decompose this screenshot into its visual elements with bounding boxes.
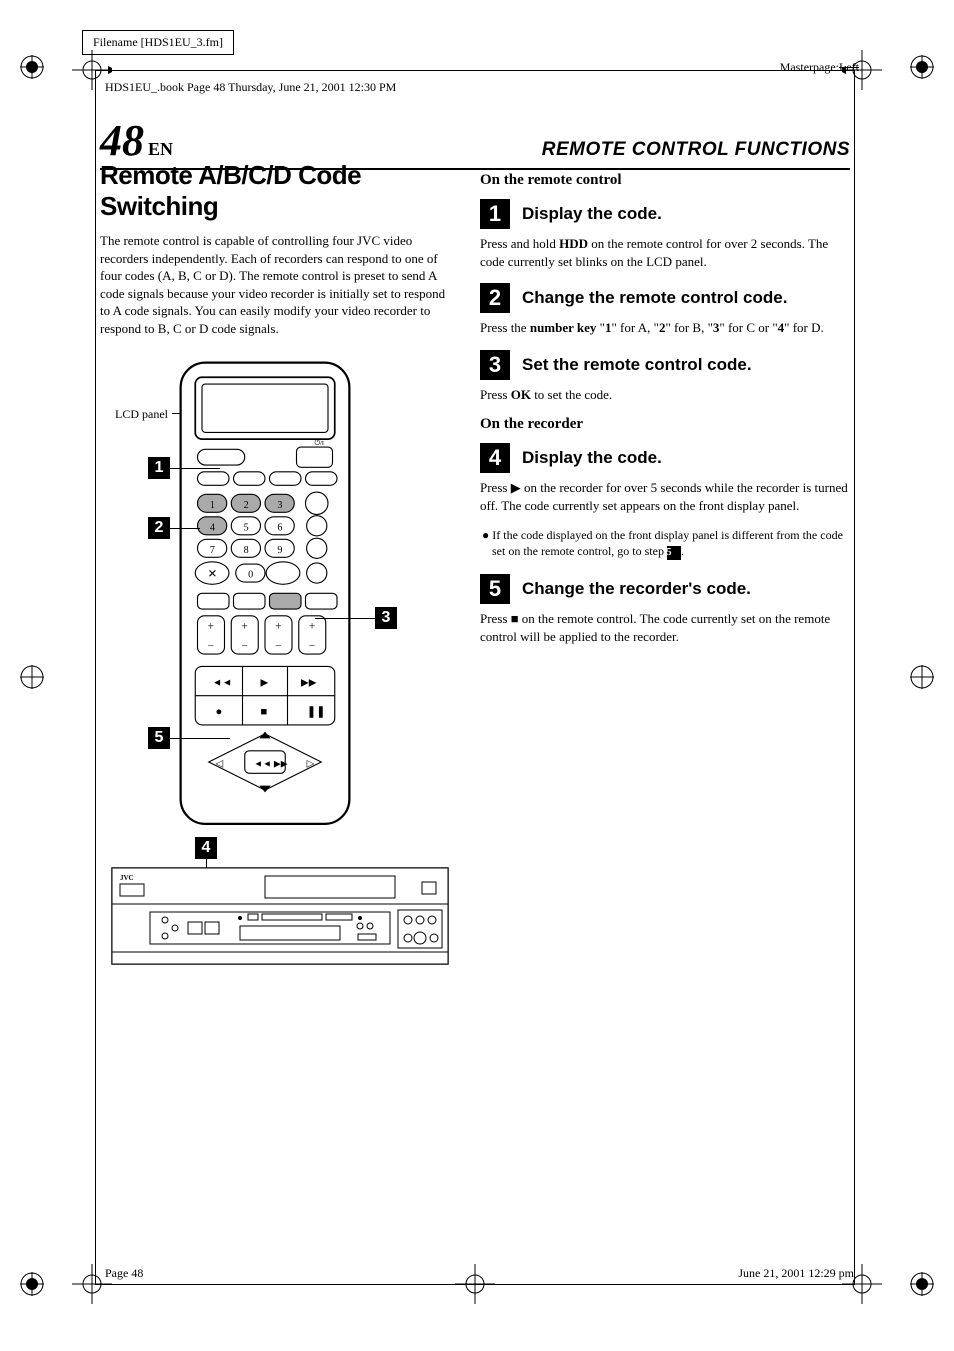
reg-mark-bl	[20, 1272, 44, 1296]
svg-text:5: 5	[244, 523, 249, 534]
reg-mark-br	[910, 1272, 934, 1296]
svg-text:9: 9	[277, 545, 282, 556]
step-3-body: Press OK to set the code.	[480, 386, 850, 404]
subhead-remote: On the remote control	[480, 172, 850, 189]
svg-text:▶▶: ▶▶	[301, 678, 317, 689]
step-3: 3 Set the remote control code.	[480, 350, 850, 380]
svg-text:−: −	[275, 641, 281, 653]
svg-text:3: 3	[277, 500, 282, 511]
step-2-body: Press the number key "1" for A, "2" for …	[480, 319, 850, 337]
svg-text:+: +	[309, 621, 315, 633]
svg-text:4: 4	[210, 523, 215, 534]
step-1-title: Display the code.	[522, 204, 662, 224]
step-1-num: 1	[480, 199, 510, 229]
svg-text:✕: ✕	[208, 569, 217, 581]
svg-text:8: 8	[244, 545, 249, 556]
svg-text:◄◄ ▶▶: ◄◄ ▶▶	[254, 759, 288, 769]
lcd-label: LCD panel	[115, 407, 168, 422]
step-2-num: 2	[480, 283, 510, 313]
svg-text:◁: ◁	[216, 759, 224, 770]
callout-5: 5	[148, 727, 170, 749]
reg-mark-tr	[910, 55, 934, 79]
callout-1: 1	[148, 457, 170, 479]
callout-2: 2	[148, 517, 170, 539]
step-1-body: Press and hold HDD on the remote control…	[480, 235, 850, 271]
svg-text:7: 7	[210, 545, 215, 556]
step-1: 1 Display the code.	[480, 199, 850, 229]
step-4-body: Press ▶ on the recorder for over 5 secon…	[480, 479, 850, 515]
step-5-title: Change the recorder's code.	[522, 579, 751, 599]
step-2-title: Change the remote control code.	[522, 288, 787, 308]
subhead-recorder: On the recorder	[480, 416, 850, 433]
step-4-title: Display the code.	[522, 448, 662, 468]
svg-text:−: −	[208, 641, 214, 653]
svg-text:●: ●	[216, 706, 223, 718]
footer-date: June 21, 2001 12:29 pm	[738, 1266, 854, 1281]
step-3-num: 3	[480, 350, 510, 380]
step-5: 5 Change the recorder's code.	[480, 574, 850, 604]
main-title: Remote A/B/C/D Code Switching	[100, 160, 450, 222]
reg-mark-ml	[20, 665, 44, 689]
step-4: 4 Display the code.	[480, 443, 850, 473]
svg-text:+: +	[241, 621, 247, 633]
header-title: REMOTE CONTROL FUNCTIONS	[542, 139, 850, 161]
svg-text:■: ■	[261, 706, 268, 718]
step-3-title: Set the remote control code.	[522, 355, 752, 375]
svg-text:−: −	[241, 641, 247, 653]
meta-bookline: HDS1EU_.book Page 48 Thursday, June 21, …	[105, 80, 396, 95]
svg-text:1: 1	[210, 500, 215, 511]
remote-illustration: ⏻/I 1 2 3 4 5 6 7 8 9	[175, 357, 355, 830]
meta-filename: Filename [HDS1EU_3.fm]	[82, 30, 234, 55]
svg-text:+: +	[275, 621, 281, 633]
svg-text:6: 6	[277, 523, 282, 534]
svg-text:⏻/I: ⏻/I	[315, 439, 325, 447]
svg-text:JVC: JVC	[120, 874, 134, 882]
footer-page: Page 48	[105, 1266, 143, 1281]
step-5-num: 5	[480, 574, 510, 604]
callout-4: 4	[195, 837, 217, 859]
svg-text:▷: ▷	[307, 759, 315, 770]
svg-text:◄◄: ◄◄	[212, 678, 232, 689]
recorder-illustration: JVC	[110, 862, 450, 972]
step-5-body: Press ■ on the remote control. The code …	[480, 610, 850, 646]
reg-mark-mr	[910, 665, 934, 689]
reg-mark-tl	[20, 55, 44, 79]
step-4-note: ● If the code displayed on the front dis…	[480, 527, 850, 559]
svg-text:0: 0	[248, 570, 253, 581]
svg-text:▶: ▶	[261, 678, 269, 689]
step-4-num: 4	[480, 443, 510, 473]
step-2: 2 Change the remote control code.	[480, 283, 850, 313]
svg-text:2: 2	[244, 500, 249, 511]
callout-3: 3	[375, 607, 397, 629]
svg-text:−: −	[309, 641, 315, 653]
intro-text: The remote control is capable of control…	[100, 232, 450, 337]
svg-text:+: +	[208, 621, 214, 633]
svg-text:❚❚: ❚❚	[307, 706, 326, 718]
remote-diagram: LCD panel ⏻/I 1 2 3	[100, 357, 450, 1007]
page-number: 48EN	[100, 115, 173, 166]
